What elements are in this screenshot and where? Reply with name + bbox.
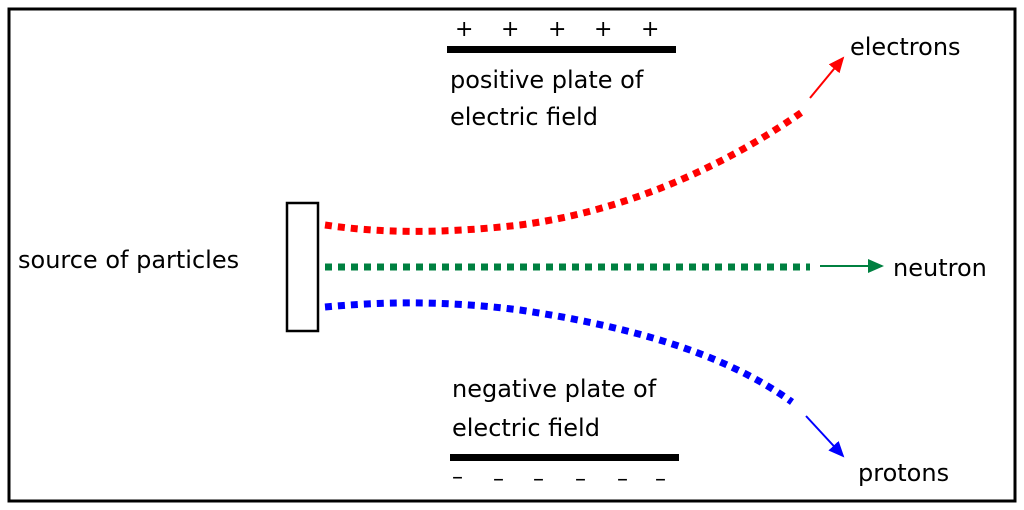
minus-sign: – xyxy=(493,467,504,492)
minus-sign: – xyxy=(452,465,463,490)
negative-plate-bar xyxy=(450,454,679,461)
diagram-frame xyxy=(7,7,1017,503)
plus-sign: + xyxy=(501,17,519,42)
positive-plate: + + + + + positive plate of electric fie… xyxy=(447,17,676,131)
positive-plate-label: electric field xyxy=(450,103,598,131)
particle-source-box xyxy=(285,201,320,333)
minus-sign: – xyxy=(575,467,586,492)
plus-sign: + xyxy=(641,17,659,42)
proton-path xyxy=(324,299,795,405)
plus-sign: + xyxy=(455,17,473,42)
protons-label: protons xyxy=(858,459,949,487)
electrons-label: electrons xyxy=(850,33,961,61)
proton-arrow xyxy=(805,415,845,458)
negative-plate-label: negative plate of xyxy=(452,375,657,403)
plus-sign: + xyxy=(548,17,566,42)
neutron-label: neutron xyxy=(893,254,987,282)
negative-plate: negative plate of electric field – – – –… xyxy=(450,375,679,492)
minus-sign: – xyxy=(533,467,544,492)
plus-sign: + xyxy=(594,17,612,42)
minus-sign: – xyxy=(617,467,628,492)
negative-plate-label: electric field xyxy=(452,414,600,442)
minus-sign: – xyxy=(655,467,666,492)
positive-plate-bar xyxy=(447,46,676,53)
electron-arrow xyxy=(809,56,845,99)
source-label: source of particles xyxy=(18,246,239,274)
positive-plate-label: positive plate of xyxy=(450,66,644,94)
